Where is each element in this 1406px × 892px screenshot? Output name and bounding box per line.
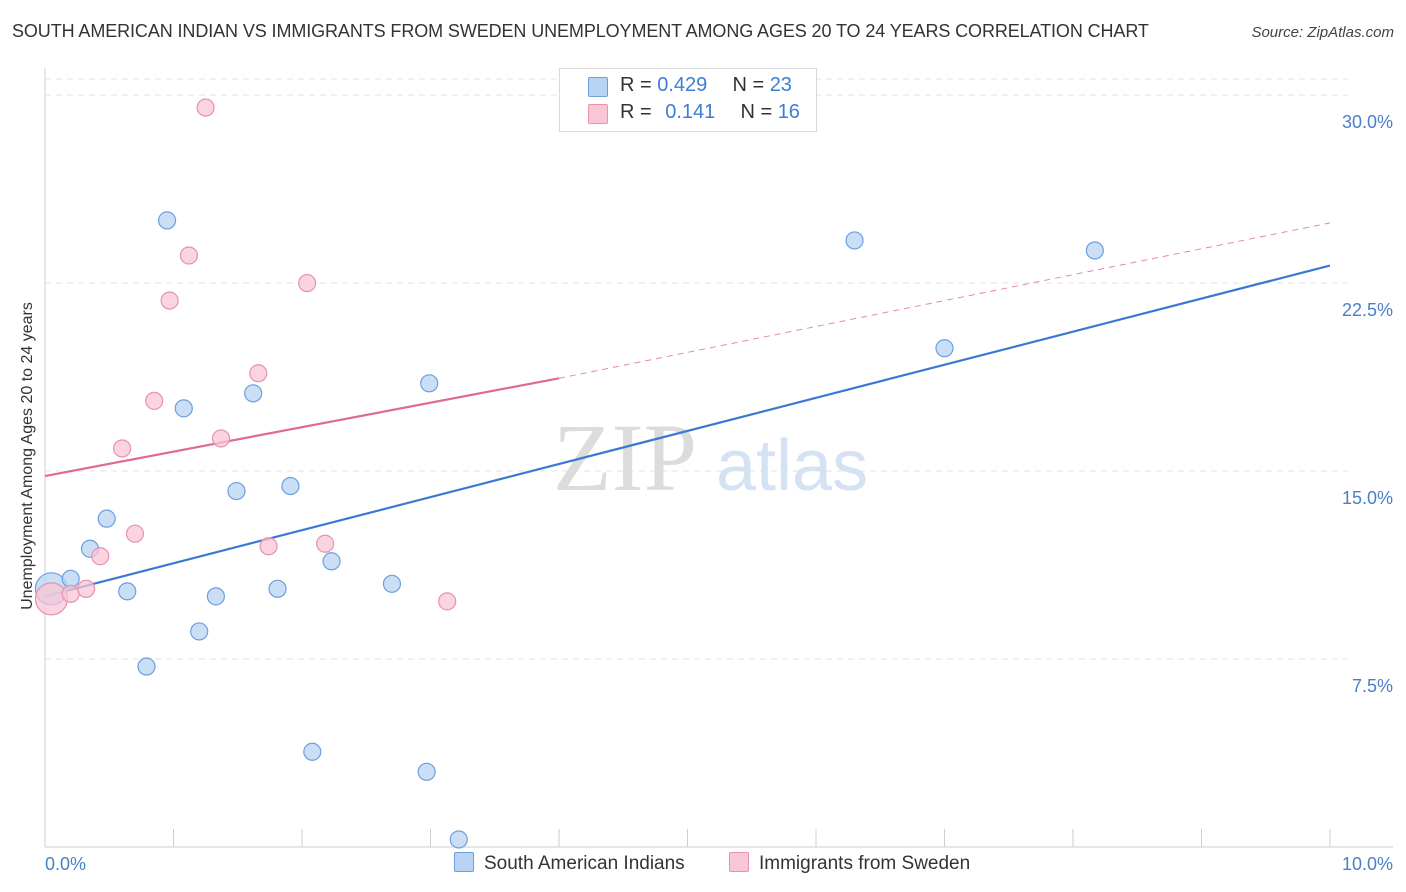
data-point-immigrants-from-sweden bbox=[160, 291, 179, 310]
watermark-zip: ZIP bbox=[553, 404, 697, 511]
bottom-legend-item-blue: South American Indians bbox=[454, 852, 685, 876]
y-tick-label: 15.0% bbox=[1342, 488, 1393, 508]
bottom-legend-swatch-pink bbox=[729, 852, 749, 872]
chart-title: SOUTH AMERICAN INDIAN VS IMMIGRANTS FROM… bbox=[12, 21, 1149, 41]
data-point-south-american-indians bbox=[157, 211, 177, 230]
data-point-immigrants-from-sweden bbox=[125, 524, 145, 543]
grid-layer bbox=[45, 78, 1348, 660]
data-point-immigrants-from-sweden bbox=[61, 584, 80, 603]
source-label: Source: ZipAtlas.com bbox=[1251, 24, 1394, 41]
data-point-immigrants-from-sweden bbox=[112, 439, 132, 458]
data-point-south-american-indians bbox=[118, 582, 137, 601]
data-point-south-american-indians bbox=[190, 622, 209, 641]
data-point-immigrants-from-sweden bbox=[211, 429, 231, 448]
legend-r-value: 0.429 bbox=[657, 74, 708, 96]
bottom-legend-label: South American Indians bbox=[484, 853, 685, 874]
data-point-south-american-indians bbox=[227, 481, 246, 501]
data-point-south-american-indians bbox=[268, 579, 287, 598]
legend-n-label: N = bbox=[732, 74, 765, 96]
legend-r-label: R = bbox=[620, 101, 652, 123]
bottom-legend-swatch-blue bbox=[454, 852, 474, 872]
axis-layer bbox=[44, 68, 1393, 848]
data-point-immigrants-from-sweden bbox=[145, 391, 164, 410]
correlation-legend: R = 0.429 N = 23 R = 0.141 N = 16 bbox=[559, 68, 817, 132]
data-point-immigrants-from-sweden bbox=[298, 273, 317, 293]
data-point-south-american-indians bbox=[417, 762, 436, 781]
data-point-immigrants-from-sweden bbox=[259, 537, 278, 556]
data-point-south-american-indians bbox=[174, 399, 193, 418]
legend-swatch-pink bbox=[588, 104, 608, 124]
data-point-immigrants-from-sweden bbox=[249, 364, 268, 383]
data-point-south-american-indians bbox=[97, 509, 116, 528]
bottom-legend-label: Immigrants from Sweden bbox=[759, 853, 971, 874]
legend-n-value: 16 bbox=[777, 101, 800, 123]
data-point-south-american-indians bbox=[303, 742, 322, 761]
y-tick-label: 22.5% bbox=[1342, 300, 1393, 320]
data-point-south-american-indians bbox=[137, 657, 156, 676]
tick-label-layer: 7.5% 15.0% 22.5% 30.0% 0.0% 10.0% bbox=[45, 112, 1393, 874]
data-point-south-american-indians bbox=[845, 231, 864, 250]
legend-n-value: 23 bbox=[769, 74, 792, 96]
data-point-immigrants-from-sweden bbox=[438, 592, 457, 611]
data-point-south-american-indians bbox=[449, 830, 468, 849]
y-tick-label: 7.5% bbox=[1352, 676, 1393, 696]
x-tick-label: 0.0% bbox=[45, 854, 86, 874]
data-point-immigrants-from-sweden bbox=[77, 579, 96, 598]
point-layer bbox=[34, 98, 1104, 849]
data-point-immigrants-from-sweden bbox=[196, 98, 215, 117]
data-point-immigrants-from-sweden bbox=[179, 246, 199, 265]
data-point-south-american-indians bbox=[1085, 241, 1104, 260]
data-point-south-american-indians bbox=[206, 587, 226, 606]
legend-r-label: R = bbox=[620, 74, 652, 96]
legend-n-label: N = bbox=[740, 101, 773, 123]
watermark: ZIP atlas bbox=[553, 404, 868, 511]
x-tick-label: 10.0% bbox=[1342, 854, 1393, 874]
data-point-south-american-indians bbox=[382, 574, 402, 593]
trend-line-immigrants-from-sweden bbox=[44, 377, 560, 478]
data-point-south-american-indians bbox=[322, 552, 341, 571]
y-tick-label: 30.0% bbox=[1342, 112, 1393, 132]
data-point-immigrants-from-sweden bbox=[34, 582, 69, 616]
data-point-south-american-indians bbox=[281, 476, 300, 496]
trend-layer bbox=[44, 222, 1331, 598]
data-point-immigrants-from-sweden bbox=[91, 547, 110, 566]
watermark-atlas: atlas bbox=[716, 426, 868, 506]
bottom-legend-item-pink: Immigrants from Sweden bbox=[729, 852, 970, 876]
data-point-south-american-indians bbox=[244, 384, 263, 403]
legend-swatch-blue bbox=[588, 77, 608, 97]
legend-r-value: 0.141 bbox=[665, 101, 716, 123]
data-point-south-american-indians bbox=[935, 339, 954, 358]
data-point-south-american-indians bbox=[420, 374, 439, 393]
data-point-immigrants-from-sweden bbox=[316, 534, 335, 553]
trend-line-south-american-indians bbox=[44, 264, 1331, 598]
